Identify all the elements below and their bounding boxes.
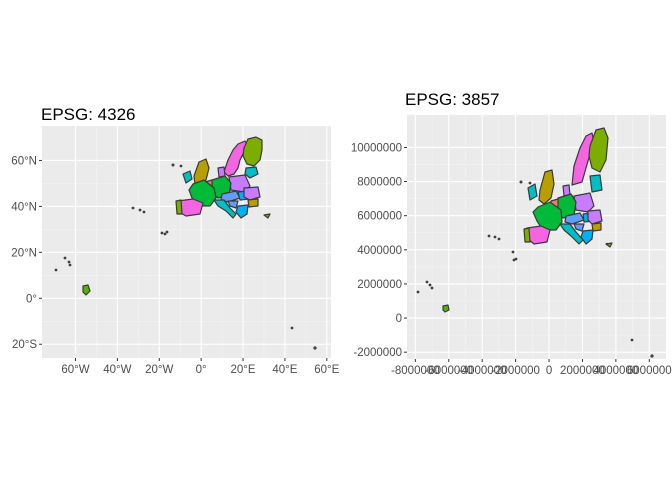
island-dot (67, 260, 71, 264)
island-dot (493, 235, 497, 239)
island-dot (54, 268, 58, 272)
y-tick-label: 4000000 (357, 245, 402, 257)
country-shape (243, 186, 261, 201)
country-shape (559, 223, 584, 245)
country-shape (217, 166, 226, 178)
y-tick-label: 20°N (11, 247, 37, 259)
island-dot (605, 242, 609, 246)
x-tick-label: -2000000 (491, 365, 540, 377)
country-shape (182, 170, 193, 184)
y-tick-label: 40°N (11, 201, 37, 213)
axes-3857: -8000000-6000000-4000000-2000000 0 2000000… (351, 142, 672, 377)
x-tick-label: 40°W (103, 364, 131, 376)
island-dot (430, 286, 434, 290)
country-shape (587, 209, 603, 225)
island-dot (630, 338, 634, 342)
country-shape (244, 166, 259, 179)
x-tick-label: 60°E (314, 364, 339, 376)
island-dot (497, 237, 501, 241)
gridlines-4326 (42, 126, 331, 358)
island-dot (650, 354, 654, 358)
island-dot (511, 250, 515, 254)
country-shape (538, 169, 555, 205)
panel-background-4326 (42, 126, 331, 358)
country-shape (263, 213, 271, 219)
country-shape (580, 229, 594, 245)
y-tick-label: 2000000 (357, 279, 402, 291)
x-tick-label: 4000000 (593, 365, 638, 377)
island-dot (416, 290, 420, 294)
country-shape (442, 304, 450, 313)
country-shape (227, 200, 239, 209)
y-tick-label: 6000000 (357, 211, 402, 223)
island-dot (163, 232, 167, 236)
axes-4326: 60°W 40°W 20°W 0° 20°E 40°E 60°E 20°S 0° 20°N 40°N… (11, 155, 339, 376)
country-shape (235, 204, 249, 219)
y-tick-label: 8000000 (357, 177, 402, 189)
country-shape (82, 284, 91, 296)
country-shape (247, 198, 259, 208)
island-dot (68, 263, 72, 267)
y-tick-label: 0 (396, 313, 402, 325)
x-tick-label: -4000000 (458, 365, 507, 377)
island-dot (313, 346, 317, 350)
island-dot (487, 234, 491, 238)
country-shape (532, 201, 563, 231)
x-tick-label: 6000000 (627, 365, 672, 377)
x-tick-label: 20°W (145, 364, 173, 376)
panel-title-3857: EPSG: 3857 (405, 90, 500, 109)
island-dot (512, 258, 516, 262)
island-dot (63, 256, 67, 260)
island-dot (179, 164, 183, 168)
island-dot (165, 230, 169, 234)
island-dot (528, 181, 532, 185)
europe-map-4326 (54, 136, 317, 350)
island-dot (142, 210, 146, 214)
x-tick-label: 0 (546, 365, 552, 377)
country-shape (564, 212, 585, 225)
x-tick-label: 0° (196, 364, 207, 376)
island-dot (131, 206, 135, 210)
x-tick-label: -8000000 (391, 365, 440, 377)
y-tick-label: 0° (26, 293, 37, 305)
country-shape (523, 227, 531, 243)
country-shape (527, 183, 538, 201)
island-dot (171, 163, 175, 167)
x-tick-label: 20°E (231, 364, 256, 376)
y-tick-label: 20°S (12, 339, 37, 351)
map-panel-3857: EPSG: 3857 (351, 90, 672, 377)
country-shape (213, 199, 237, 219)
europe-map-3857 (416, 127, 654, 358)
y-tick-label: -2000000 (353, 347, 402, 359)
country-shape (242, 136, 263, 167)
country-shape (573, 192, 595, 213)
island-dot (138, 208, 142, 212)
x-tick-label: -6000000 (424, 365, 473, 377)
island-dot (514, 257, 518, 261)
country-shape (220, 190, 241, 203)
y-tick-label: 10000000 (351, 142, 402, 154)
island-dot (290, 326, 294, 330)
country-shape (573, 223, 585, 232)
country-shape (588, 127, 609, 173)
island-dot (160, 231, 164, 235)
y-tick-label: 60°N (11, 155, 37, 167)
x-tick-label: 2000000 (560, 365, 605, 377)
island-dot (428, 283, 432, 287)
map-panel-4326: EPSG: 4326 (11, 105, 339, 376)
country-shape (589, 174, 603, 193)
island-dot (519, 180, 523, 184)
gridlines-3857 (407, 115, 666, 359)
x-tick-label: 40°E (272, 364, 297, 376)
panel-title-4326: EPSG: 4326 (41, 105, 136, 124)
x-tick-label: 60°W (61, 364, 89, 376)
island-dot (425, 280, 429, 284)
country-shape (591, 222, 602, 232)
country-shape (175, 199, 183, 215)
